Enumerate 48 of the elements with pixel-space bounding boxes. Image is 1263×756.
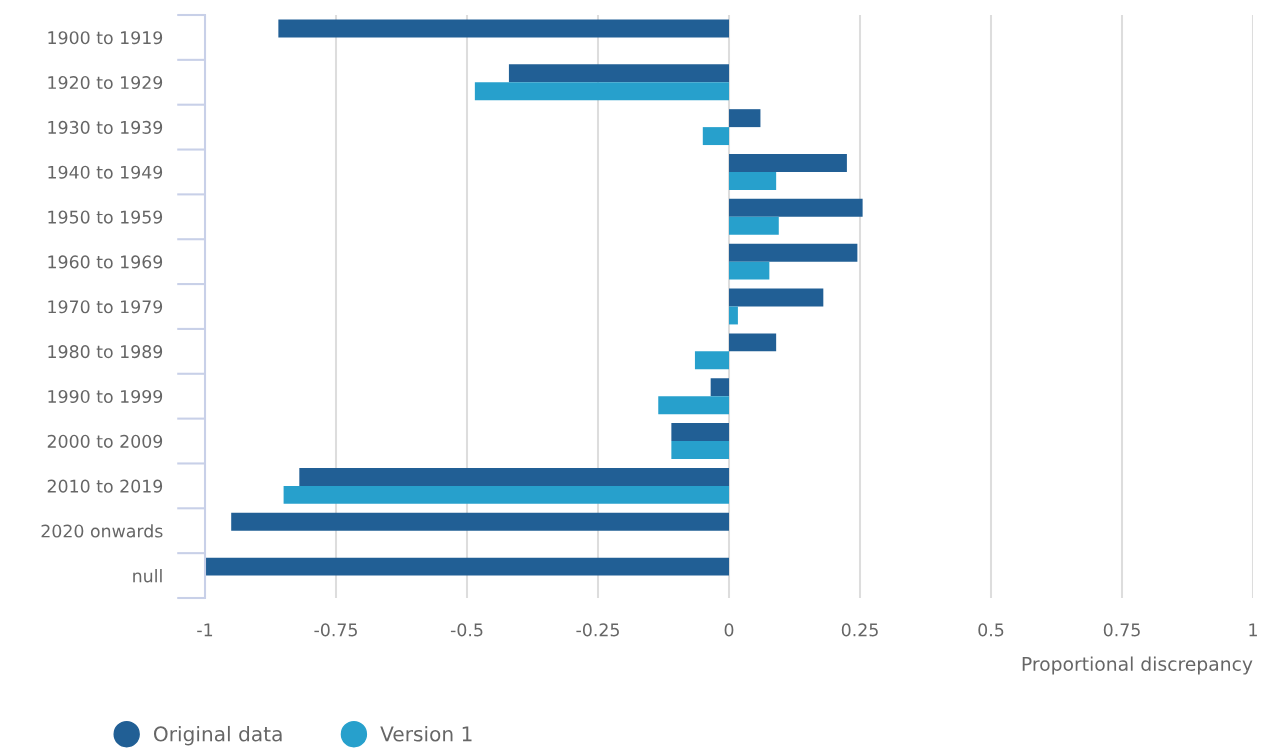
bar: [710, 378, 729, 397]
bar: [283, 485, 729, 504]
y-tick-label: 1990 to 1999: [48, 389, 163, 404]
bar: [671, 441, 729, 459]
x-tick-label: 0.25: [841, 623, 878, 637]
y-tick-label: 2020 onwards: [41, 524, 163, 538]
y-tick-label: 1920 to 1929: [48, 75, 163, 90]
bar: [729, 243, 858, 262]
x-tick-label: -1: [197, 623, 213, 637]
bar: [474, 82, 729, 101]
bar: [694, 351, 729, 370]
y-tick-label: 2010 to 2019: [47, 479, 163, 493]
x-axis-title: Proportional discrepancy: [1022, 656, 1253, 675]
x-tick-label: 0: [724, 623, 734, 637]
bar: [702, 127, 729, 146]
bar: [671, 423, 729, 442]
x-tick-label: 0.75: [1103, 623, 1140, 637]
bar: [729, 171, 777, 190]
bar: [658, 396, 729, 415]
bar: [278, 19, 729, 38]
x-tick-label: -0.5: [450, 623, 483, 637]
bar: [729, 109, 761, 128]
bar: [729, 154, 847, 172]
y-tick-label: 2000 to 2009: [47, 434, 163, 448]
y-tick-label: 1930 to 1939: [48, 120, 163, 134]
bar: [205, 557, 729, 576]
y-tick-label: 1900 to 1919: [48, 31, 163, 45]
x-tick-label: 0.5: [978, 623, 1004, 637]
x-tick-label: 1: [1249, 623, 1257, 637]
bar: [729, 261, 770, 280]
x-tick-label: -0.75: [314, 623, 357, 637]
bar: [729, 288, 824, 307]
bar: [508, 64, 729, 83]
bar: [729, 306, 738, 325]
y-tick-label: 1980 to 1989: [48, 345, 163, 359]
bar: [231, 512, 729, 531]
bar: [729, 216, 779, 235]
y-tick-label: 1960 to 1969: [48, 255, 163, 269]
bar: [299, 467, 729, 486]
legend-label: Version 1: [380, 725, 472, 742]
x-tick-label: -0.25: [576, 623, 619, 637]
y-tick-label: 1970 to 1979: [48, 300, 163, 314]
legend-label: Original data: [153, 725, 282, 746]
y-tick-label: 1950 to 1959: [48, 210, 163, 224]
bar: [729, 198, 863, 217]
y-tick-label: 1940 to 1949: [48, 165, 163, 179]
y-tick-label: null: [133, 568, 162, 583]
bar: [729, 333, 777, 352]
